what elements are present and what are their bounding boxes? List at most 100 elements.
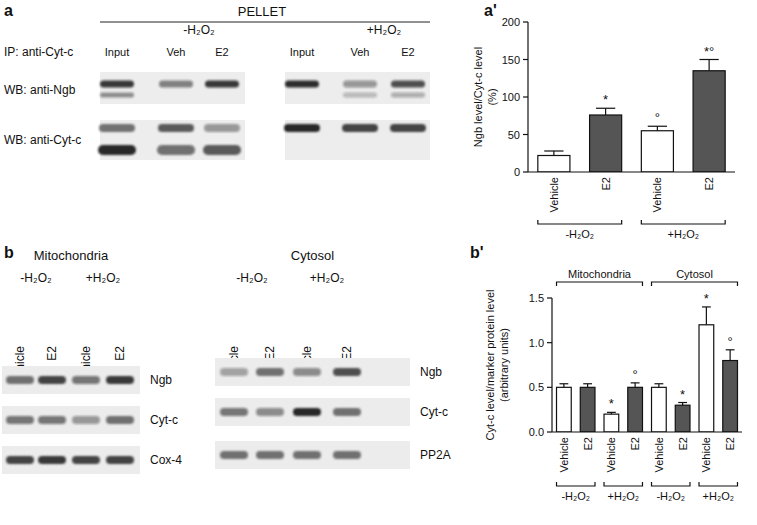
- bar: [699, 325, 714, 432]
- blot-band: [342, 124, 378, 132]
- blot-band: [106, 376, 134, 384]
- annotation: *: [704, 291, 709, 306]
- condition-label: -H₂O₂: [236, 271, 268, 285]
- blot-band: [391, 81, 425, 88]
- blot-band: [38, 456, 66, 464]
- error-cap: [607, 412, 616, 413]
- category-label: E2: [724, 437, 736, 450]
- x-axis: [528, 171, 735, 172]
- annotation: °: [633, 367, 638, 382]
- blot-band: [6, 456, 34, 464]
- error-cap: [583, 383, 592, 384]
- blot-band: [98, 145, 136, 155]
- blot-band: [285, 81, 319, 88]
- group-bracket: [557, 482, 595, 486]
- error-bar: [678, 403, 687, 406]
- blot-band: [159, 81, 193, 88]
- blot-band: [158, 124, 194, 132]
- blot-band: [256, 451, 284, 459]
- annotation: *: [680, 387, 685, 402]
- bar-chart: a'Ngb level/Cyt-c level(%)Vehicle*E2°Veh…: [472, 2, 735, 240]
- error-bar: [654, 384, 663, 388]
- blot-band: [390, 124, 426, 132]
- panel-b: bMitochondria-H₂O₂+H₂O₂VehicleE2VehicleE…: [2, 244, 451, 474]
- error-cap: [702, 306, 711, 307]
- panel-label: b': [470, 244, 484, 261]
- row-label: Cyt-c: [420, 405, 448, 419]
- y-tick-label: 0.0: [529, 426, 544, 438]
- blot-band: [157, 145, 195, 155]
- y-tick: [547, 387, 552, 388]
- blot-band: [99, 124, 135, 132]
- panel-label: b: [4, 244, 14, 261]
- row-label: Ngb: [150, 373, 172, 387]
- condition-label: +H₂O₂: [86, 271, 121, 285]
- error-bar: [631, 383, 640, 387]
- row-label: Cox-4: [150, 453, 182, 467]
- blot-band: [389, 145, 427, 155]
- error-bar: [607, 412, 616, 414]
- error-stem: [706, 307, 707, 325]
- blot-band: [72, 416, 100, 424]
- condition-label: +H₂O₂: [367, 23, 402, 37]
- category-label: E2: [582, 437, 594, 450]
- category-label: E2: [600, 177, 612, 190]
- error-bar: [583, 384, 592, 388]
- compartment-label: Mitochondria: [34, 248, 109, 263]
- error-cap: [631, 382, 640, 383]
- row-label: Ngb: [420, 365, 442, 379]
- blot-strip: [2, 446, 140, 474]
- section-bracket: [557, 282, 643, 286]
- y-tick: [547, 342, 552, 343]
- blot-header: PELLET: [238, 4, 286, 19]
- group-bracket: [699, 482, 737, 486]
- y-tick-label: 1.5: [529, 292, 544, 304]
- error-cap: [699, 59, 718, 60]
- blot-band: [256, 408, 284, 416]
- annotation: °: [728, 334, 733, 349]
- row-label: PP2A: [420, 448, 451, 462]
- lane-label: E2: [113, 346, 127, 361]
- blot-band: [100, 81, 134, 88]
- y-tick: [547, 297, 552, 298]
- blot-band: [220, 451, 248, 459]
- blot-band: [205, 93, 239, 98]
- blot-band: [106, 416, 134, 424]
- group-label: -H₂O₂: [565, 228, 594, 240]
- category-label: E2: [677, 437, 689, 450]
- error-cap: [544, 150, 563, 151]
- axis-label: Ngb level/Cyt-c level: [472, 47, 484, 147]
- axis-label: Cyt-c level/marker protein level: [484, 290, 496, 441]
- section-label: Mitochondria: [568, 268, 632, 280]
- blot-band: [220, 408, 248, 416]
- group-bracket: [652, 482, 690, 486]
- lane-label: E2: [401, 46, 414, 58]
- lane-label: Veh: [167, 46, 186, 58]
- error-cap: [678, 402, 687, 403]
- y-tick: [523, 134, 528, 135]
- y-axis: [551, 298, 552, 432]
- blot-band: [333, 368, 361, 376]
- error-stem: [553, 151, 554, 156]
- y-tick: [547, 431, 552, 432]
- blot-band: [293, 368, 321, 376]
- x-axis: [552, 431, 742, 432]
- error-cap: [596, 108, 615, 109]
- blot-band: [6, 416, 34, 424]
- category-label: Vehicle: [651, 177, 663, 212]
- error-bar: [699, 60, 718, 71]
- axis-label: (%): [486, 88, 498, 105]
- annotation: °: [655, 110, 660, 125]
- bar-chart: b'Cyt-c level/marker protein level(arbit…: [470, 244, 742, 502]
- error-bar: [648, 126, 667, 131]
- blot-band: [256, 368, 284, 376]
- panel-label: a: [4, 2, 13, 19]
- blot-band: [220, 368, 248, 376]
- blot-band: [293, 451, 321, 459]
- section-label: Cytosol: [676, 268, 713, 280]
- bar: [628, 387, 643, 432]
- blot-band: [204, 124, 240, 132]
- category-label: Vehicle: [558, 437, 570, 472]
- blot-band: [6, 376, 34, 384]
- compartment-label: Cytosol: [291, 248, 334, 263]
